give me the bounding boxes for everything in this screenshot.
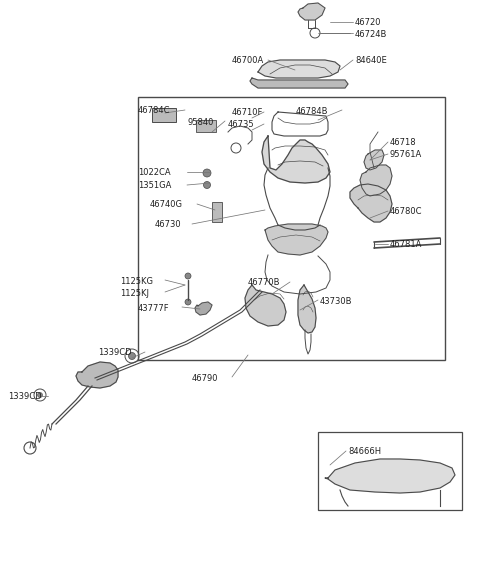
- Bar: [152, 108, 176, 122]
- Text: 46784B: 46784B: [296, 107, 328, 116]
- Text: 95761A: 95761A: [390, 150, 422, 159]
- Text: 46735: 46735: [228, 120, 254, 129]
- Bar: [212, 202, 222, 222]
- Bar: [318, 432, 462, 510]
- Text: 46784C: 46784C: [138, 106, 170, 115]
- Circle shape: [185, 273, 191, 279]
- Polygon shape: [245, 285, 286, 326]
- Polygon shape: [325, 459, 455, 493]
- Polygon shape: [258, 60, 340, 78]
- Text: 46700A: 46700A: [232, 56, 264, 65]
- Text: 46770B: 46770B: [248, 278, 280, 287]
- Polygon shape: [360, 165, 392, 196]
- Text: 46718: 46718: [390, 138, 417, 147]
- Polygon shape: [298, 285, 316, 333]
- Circle shape: [185, 299, 191, 305]
- Text: 46724B: 46724B: [355, 30, 387, 39]
- Text: 1339CD: 1339CD: [98, 348, 132, 357]
- Text: 46780C: 46780C: [390, 207, 422, 216]
- Polygon shape: [76, 362, 118, 388]
- Polygon shape: [298, 3, 325, 20]
- Text: 46710F: 46710F: [232, 108, 264, 117]
- Text: 46790: 46790: [192, 374, 218, 383]
- Text: 46781A: 46781A: [390, 240, 422, 249]
- Polygon shape: [364, 150, 384, 170]
- Text: 95840: 95840: [188, 118, 215, 127]
- Text: 43730B: 43730B: [320, 297, 352, 306]
- Polygon shape: [262, 136, 330, 183]
- Polygon shape: [250, 78, 348, 88]
- Text: 84640E: 84640E: [355, 56, 387, 65]
- Polygon shape: [195, 302, 212, 315]
- Circle shape: [204, 181, 211, 188]
- Text: 1125KG: 1125KG: [120, 277, 153, 286]
- Bar: [138, 97, 445, 360]
- Text: 1339CD: 1339CD: [8, 392, 42, 401]
- Text: 43777F: 43777F: [138, 304, 169, 313]
- Polygon shape: [350, 184, 392, 222]
- Bar: [196, 120, 216, 132]
- Text: 1125KJ: 1125KJ: [120, 289, 149, 298]
- Circle shape: [37, 392, 43, 398]
- Circle shape: [203, 169, 211, 177]
- Text: 84666H: 84666H: [348, 447, 381, 456]
- Circle shape: [129, 353, 135, 360]
- Text: 46720: 46720: [355, 18, 382, 27]
- Text: 46730: 46730: [155, 220, 181, 229]
- Text: 1351GA: 1351GA: [138, 181, 171, 190]
- Text: 46740G: 46740G: [150, 200, 183, 209]
- Text: 1022CA: 1022CA: [138, 168, 170, 177]
- Polygon shape: [265, 224, 328, 255]
